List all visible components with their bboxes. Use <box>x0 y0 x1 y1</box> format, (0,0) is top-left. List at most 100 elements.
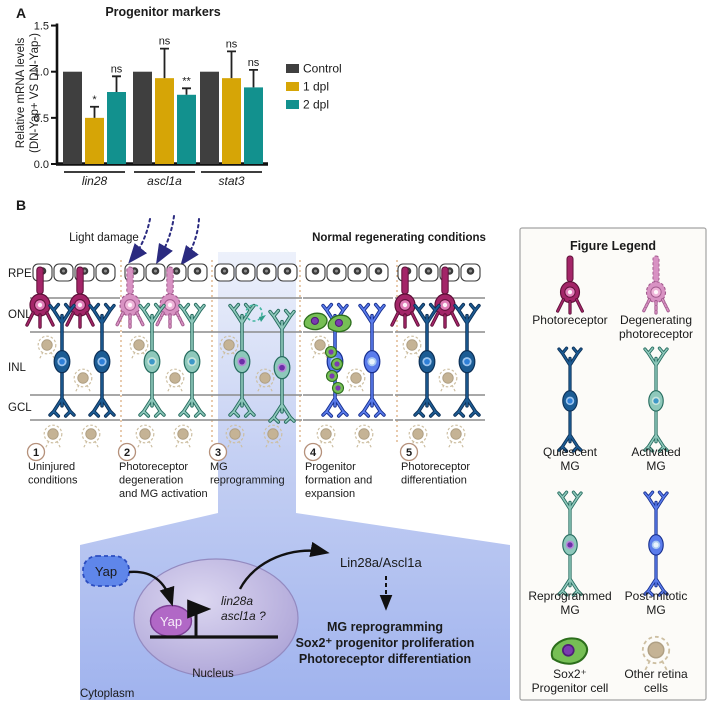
legend-item-label: MG <box>646 603 665 617</box>
legend-label: Control <box>303 62 342 76</box>
other-halo <box>135 424 155 444</box>
other-legs <box>403 351 421 361</box>
photoreceptor-cell <box>556 255 584 315</box>
cell-process <box>644 491 668 596</box>
mg-nucleus <box>653 398 659 404</box>
other-halo <box>255 368 275 388</box>
stage-label: MG <box>210 461 228 473</box>
bar-Control-lin28 <box>63 71 82 164</box>
postmitotic-mg-cell <box>358 302 386 418</box>
quiescent-mg-cell <box>413 302 441 418</box>
rpe-row <box>397 263 481 282</box>
stage-circle-2 <box>117 442 137 462</box>
other-legs <box>44 440 62 450</box>
legend-item-label: Quiescent <box>543 445 598 459</box>
y-tick-label: 0.0 <box>34 159 49 171</box>
other-halo <box>173 424 193 444</box>
other-nucleus <box>320 428 332 440</box>
other-nucleus <box>450 428 462 440</box>
legend-item-photoreceptor: Photoreceptor <box>532 255 608 327</box>
legend-border <box>519 227 707 701</box>
postmitotic-mg-cell <box>643 490 669 597</box>
other-legs <box>347 384 365 394</box>
legend-item-label: Progenitor cell <box>532 681 609 695</box>
sig-label: * <box>92 94 97 106</box>
rpe-nucleus-dot <box>83 269 86 273</box>
other-nucleus <box>133 339 145 351</box>
other-legs <box>74 384 92 394</box>
activated-mg-cell <box>138 302 166 418</box>
stage-label: Uninjured <box>28 461 75 473</box>
other-retina-cell <box>346 368 366 394</box>
cell-process <box>49 303 75 417</box>
other-nucleus <box>406 339 418 351</box>
progenitor-markers-chart: Progenitor markers Relative mRNA levels (D… <box>15 5 342 188</box>
sox2-nucleus <box>329 373 335 379</box>
other-legs <box>317 440 335 450</box>
stage-number: 1 <box>33 447 39 459</box>
other-retina-cell <box>316 424 336 450</box>
stage-circle-3 <box>208 442 228 462</box>
light-damage-arrows-icon <box>128 215 200 266</box>
cell-process <box>644 347 668 452</box>
other-nucleus <box>223 339 235 351</box>
other-nucleus <box>47 428 59 440</box>
rpe-row <box>124 263 208 282</box>
lin28a-ascl1a-label: Lin28a/Ascl1a <box>340 555 422 570</box>
quiescent-mg-cell <box>48 302 76 418</box>
activated-mg-cell <box>643 346 669 453</box>
other-nucleus <box>139 428 151 440</box>
retina-columns: 1 Uninjured conditions 2 Photoreceptor degene… <box>25 260 485 500</box>
mg-nucleus <box>59 358 65 365</box>
cell-process <box>116 312 144 328</box>
photoreceptor-cell <box>65 266 95 329</box>
bar-2 dpl-ascl1a <box>177 94 196 164</box>
yap-cytoplasm-label: Yap <box>95 564 117 579</box>
other-retina-cell <box>446 424 466 450</box>
stage-circle-1 <box>26 442 46 462</box>
reprogrammed-mg-cell <box>557 490 583 597</box>
error-bar <box>112 75 121 93</box>
pr-nucleus-dot <box>442 302 448 308</box>
other-legs <box>643 660 669 673</box>
other-legs <box>264 440 282 450</box>
other-nucleus <box>229 428 241 440</box>
sox2-nucleus <box>328 349 334 355</box>
bar-1 dpl-lin28 <box>85 117 104 164</box>
other-nucleus <box>358 428 370 440</box>
other-halo <box>37 335 57 355</box>
other-nucleus <box>412 428 424 440</box>
mg-nucleus <box>369 358 375 365</box>
other-retina-cell <box>173 424 193 450</box>
other-halo <box>438 368 458 388</box>
legend-swatch-1 dpl <box>286 82 299 91</box>
error-bar <box>227 50 236 79</box>
pr-nucleus-dot <box>77 302 83 308</box>
normal-conditions-label: Normal regenerating conditions <box>312 232 486 244</box>
legend-item-label: Sox2⁺ <box>553 667 587 681</box>
legend-item-label: Post-mitotic <box>625 589 688 603</box>
degenerating-photoreceptor-cell <box>155 266 185 329</box>
pr-segment <box>566 255 574 283</box>
layer-label-gcl: GCL <box>8 402 32 414</box>
rpe-nucleus-dot <box>175 269 178 273</box>
category-label: ascl1a <box>147 174 182 188</box>
other-retina-cell <box>129 335 149 361</box>
y-tick-label: 0.5 <box>34 113 49 125</box>
degenerating-photoreceptor-cell <box>115 266 145 329</box>
effect-line-2: Sox2⁺ progenitor proliferation <box>296 636 475 650</box>
sox2-nucleus <box>310 316 319 325</box>
rpe-row <box>214 263 298 282</box>
light-damage-label: Light damage <box>69 232 139 244</box>
stage-number: 5 <box>406 447 412 459</box>
cell-process <box>414 303 440 417</box>
layer-label-inl: INL <box>8 362 27 374</box>
other-nucleus <box>169 372 181 384</box>
panel-b-label: B <box>16 197 26 213</box>
photoreceptor-cell <box>390 266 420 329</box>
other-halo <box>263 424 283 444</box>
other-nucleus <box>442 372 454 384</box>
